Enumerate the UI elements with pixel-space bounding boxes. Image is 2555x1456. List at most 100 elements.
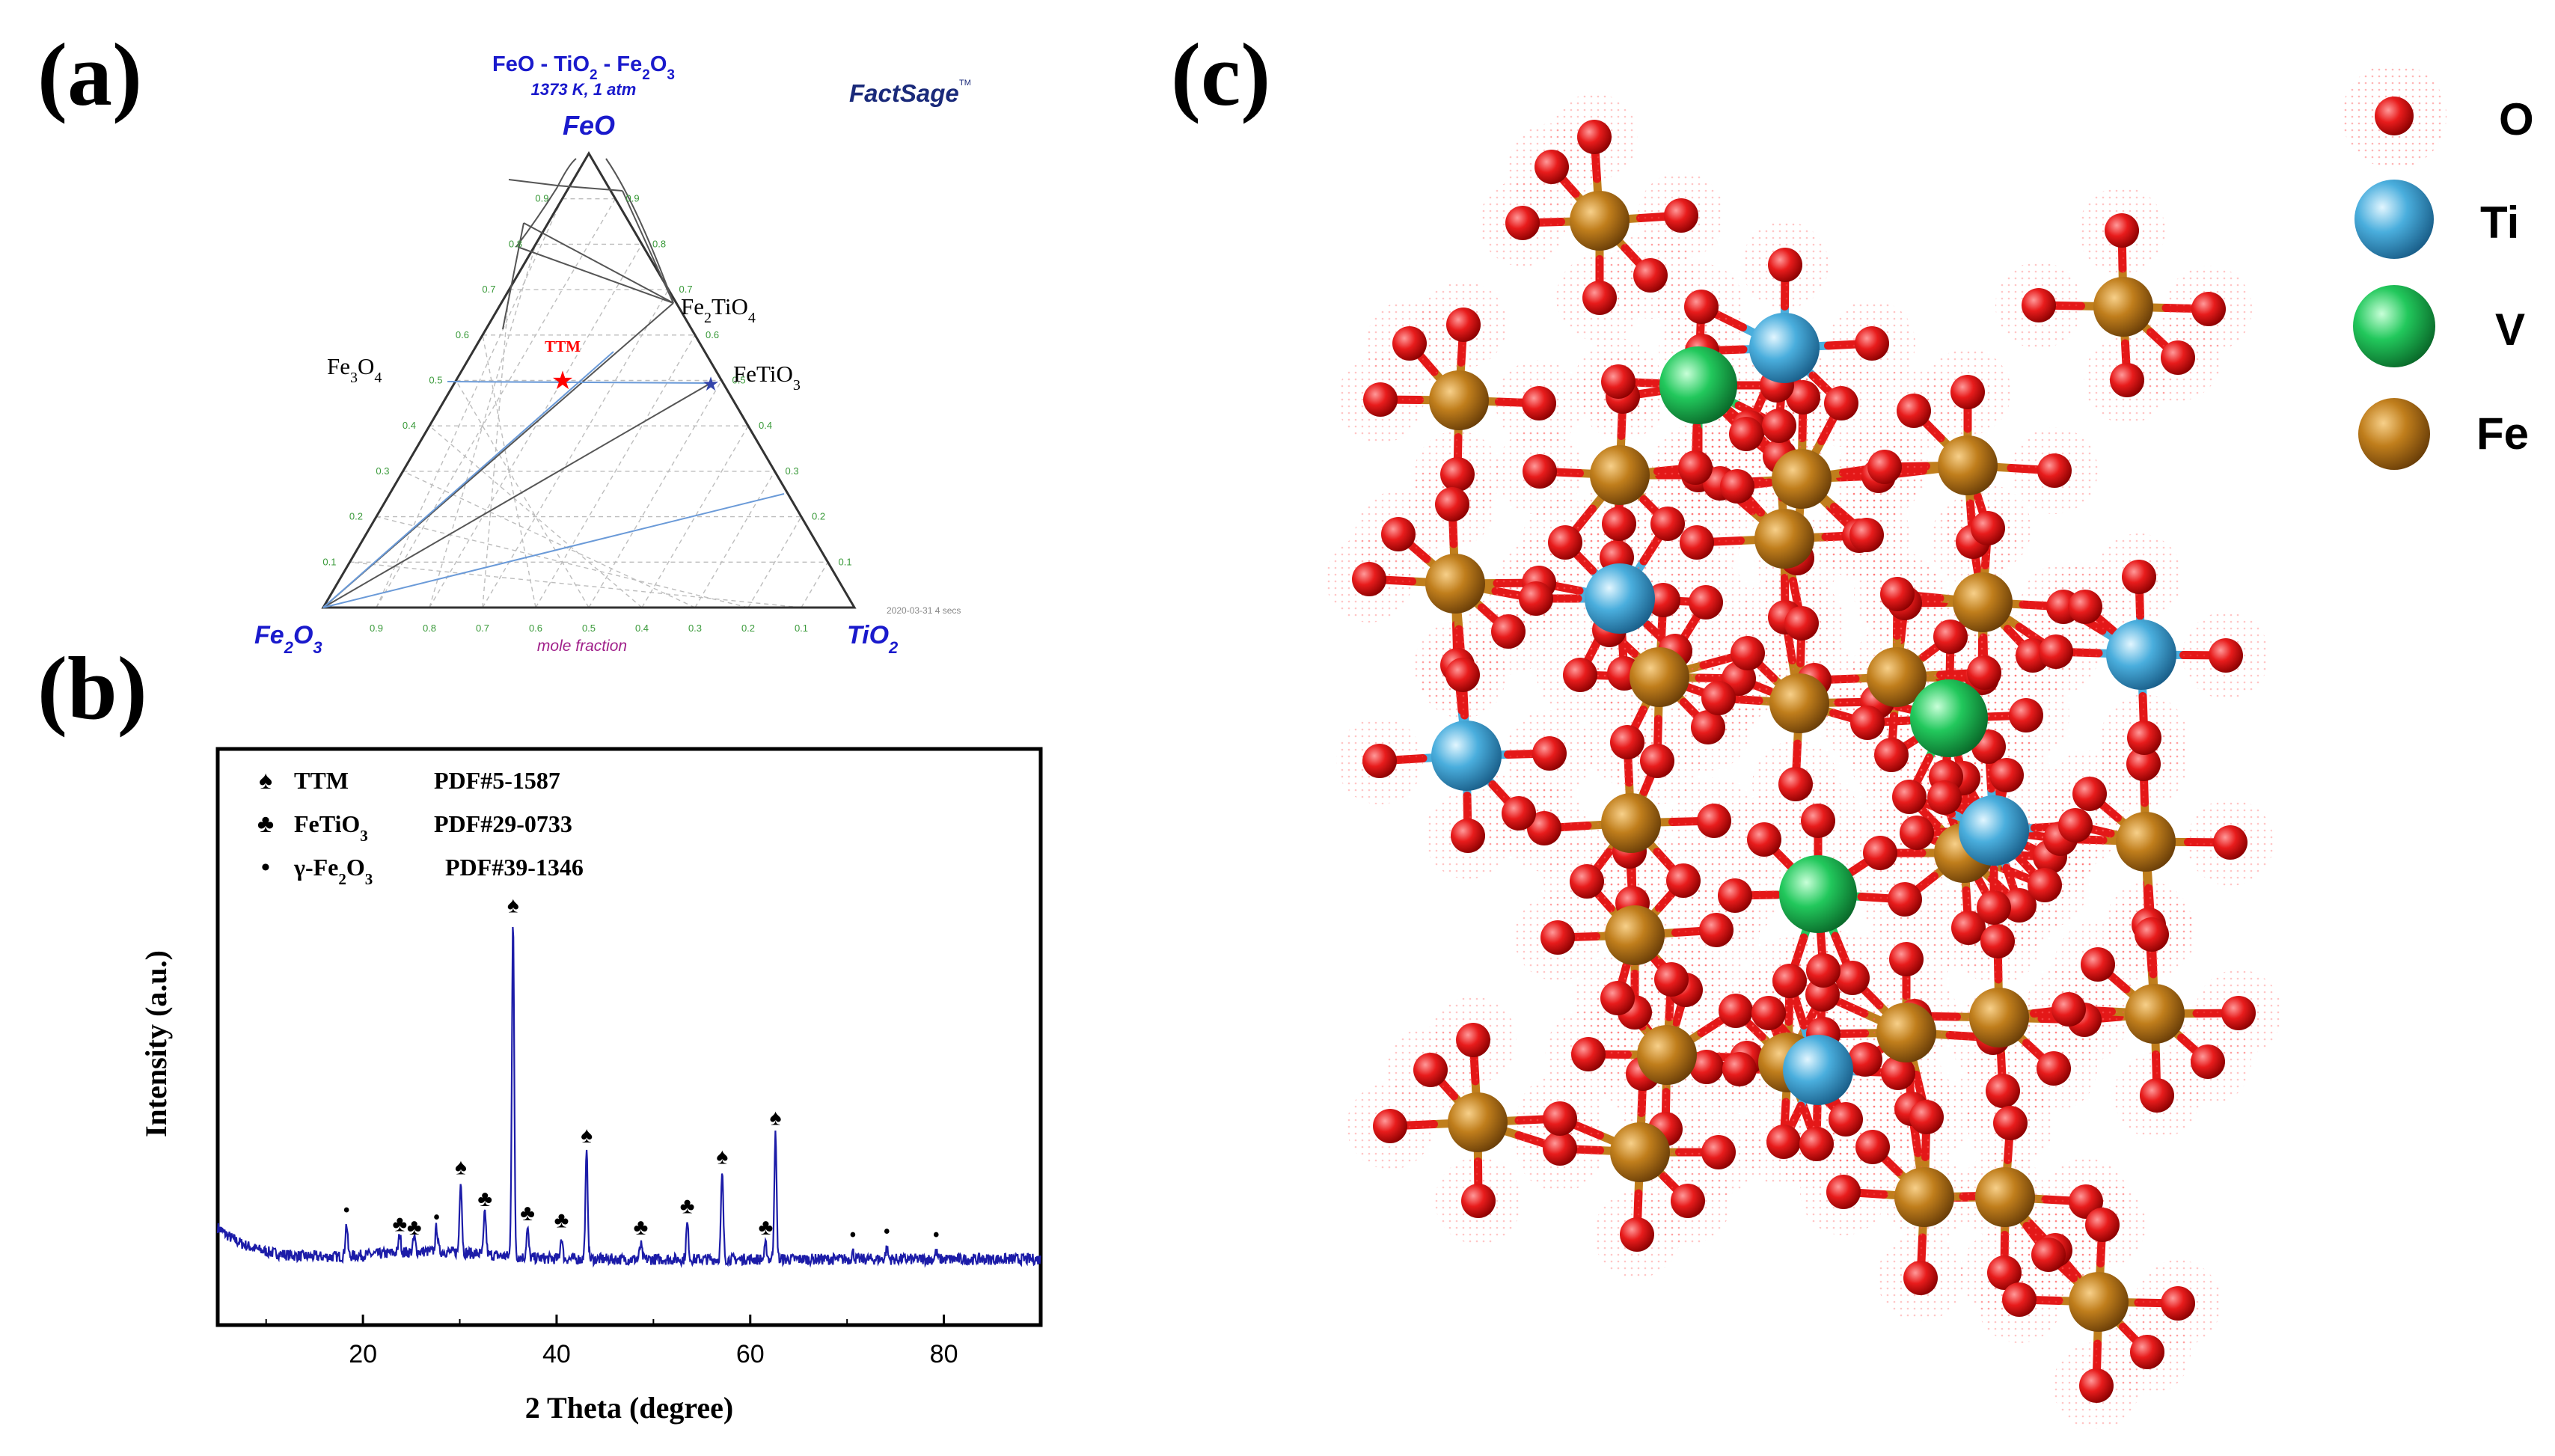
o-atom <box>1867 450 1902 484</box>
o-atom <box>1671 1184 1705 1218</box>
tie-line <box>322 382 712 608</box>
phase-boundary <box>523 222 674 304</box>
o-atom <box>1689 1050 1724 1084</box>
peak-marker: • <box>932 1224 940 1247</box>
grid-line <box>455 380 590 608</box>
fe-atom <box>1975 1167 2035 1227</box>
grid-line <box>429 425 643 608</box>
svg-text:TM: TM <box>959 79 971 88</box>
fe-atom <box>1610 1122 1670 1182</box>
xrd-pattern-line <box>216 926 1041 1268</box>
o-atom <box>1762 409 1796 443</box>
phase-boundary <box>557 185 623 192</box>
legend-entry: ♠ TTM PDF#5-1587 <box>259 767 560 795</box>
peak-marker: ♠ <box>581 1123 593 1148</box>
fe-atom <box>1425 554 1485 614</box>
o-atom <box>2161 340 2195 375</box>
tick-label: 0.6 <box>706 329 719 340</box>
o-atom <box>1435 487 1469 521</box>
ti-atom <box>2106 620 2176 690</box>
fe-atom <box>2116 812 2176 872</box>
o-atom <box>1826 1175 1861 1209</box>
o-atom <box>1903 1261 1938 1295</box>
o-atom <box>1684 290 1719 324</box>
o-atom <box>1799 1127 1834 1161</box>
fe-atom <box>1601 793 1661 853</box>
o-atom <box>1768 248 1802 282</box>
apex-tio2: TiO2 <box>847 621 899 657</box>
grid-line <box>376 516 749 608</box>
o-atom <box>1691 710 1725 744</box>
o-atom <box>1989 758 2024 792</box>
legend-symbol: ♠ <box>259 767 272 795</box>
v-atom <box>1659 346 1737 424</box>
xrd-plot-frame <box>215 747 1043 1327</box>
fe-atom <box>2125 984 2185 1044</box>
legend-item-ti: Ti <box>2354 180 2519 259</box>
o-atom <box>1881 1056 1915 1090</box>
phase-boundary <box>622 190 674 304</box>
ti-atom <box>1749 313 1820 383</box>
o-atom <box>1543 1101 1577 1136</box>
o-atom <box>1855 326 1889 361</box>
o-atom <box>1950 375 1985 409</box>
fe-atom <box>1953 572 2013 632</box>
o-atom <box>1540 920 1575 955</box>
tick-label: 0.3 <box>376 465 389 477</box>
o-atom <box>1689 585 1723 620</box>
tie-line <box>322 351 614 608</box>
tick-label: 0.9 <box>535 193 548 204</box>
o-atom <box>1900 816 1934 850</box>
ternary-timestamp: 2020-03-31 4 secs <box>887 605 961 616</box>
o-atom <box>1701 1135 1736 1169</box>
peak-marker: ♣ <box>477 1187 492 1211</box>
o-atom <box>1527 811 1561 845</box>
fe-atom <box>1969 988 2029 1047</box>
ternary-conditions: 1373 K, 1 atm <box>531 80 637 99</box>
legend-phase: TTM <box>294 767 349 794</box>
o-atom <box>1889 942 1924 976</box>
fe-atom <box>1590 445 1650 505</box>
tick-label: 0.3 <box>688 623 702 634</box>
o-atom <box>2037 1051 2071 1086</box>
tick-label: 0.6 <box>456 329 469 340</box>
peak-marker: ♣ <box>759 1215 774 1240</box>
o-atom <box>1897 394 1931 428</box>
ternary-phase-diagram: FeO - TiO2 - Fe2O3 1373 K, 1 atm FactSag… <box>254 52 971 657</box>
o-atom <box>1888 882 1922 917</box>
grid-line <box>429 244 643 608</box>
ternary-tick-labels: 0.9 0.8 0.7 0.6 0.5 0.4 0.3 0.2 0.1 0.9 0.8 0.7 0.6 0… <box>322 193 851 634</box>
grid-line <box>376 198 563 608</box>
o-atom <box>1829 1102 1863 1137</box>
o-atom <box>2130 1335 2164 1369</box>
legend-item-v: V <box>2353 285 2525 367</box>
o-atom <box>2191 292 2226 326</box>
o-atom <box>1666 863 1701 898</box>
legend-pdf: PDF#39-1346 <box>445 854 584 881</box>
tick-label: 0.1 <box>322 556 336 567</box>
peak-marker: • <box>883 1220 890 1244</box>
fe-atom <box>1867 647 1927 707</box>
o-atom <box>2028 868 2062 902</box>
svg-text:Ti: Ti <box>2480 198 2519 248</box>
ti-atom <box>1431 721 1502 791</box>
v-atom-icon <box>2353 285 2435 367</box>
o-atom <box>1772 964 1807 998</box>
o-atom <box>1806 953 1840 988</box>
grid-line <box>641 425 749 608</box>
o-atom <box>1571 1037 1606 1071</box>
o-atom <box>2068 590 2102 624</box>
legend-entry: • γ-Fe2O3 PDF#39-1346 <box>261 854 584 888</box>
peak-marker: ♠ <box>455 1155 467 1180</box>
o-atom <box>1519 581 1553 616</box>
tick-label: 0.7 <box>679 284 693 295</box>
legend-item-o: O <box>2342 64 2534 168</box>
o-atom <box>2009 698 2043 732</box>
x-tick-label: 40 <box>542 1340 571 1368</box>
o-atom <box>1664 198 1698 233</box>
tick-label: 0.5 <box>429 375 442 386</box>
x-tick-label: 80 <box>930 1340 958 1368</box>
o-atom <box>1505 206 1540 240</box>
tick-label: 0.4 <box>403 420 416 431</box>
o-atom <box>1731 636 1765 670</box>
